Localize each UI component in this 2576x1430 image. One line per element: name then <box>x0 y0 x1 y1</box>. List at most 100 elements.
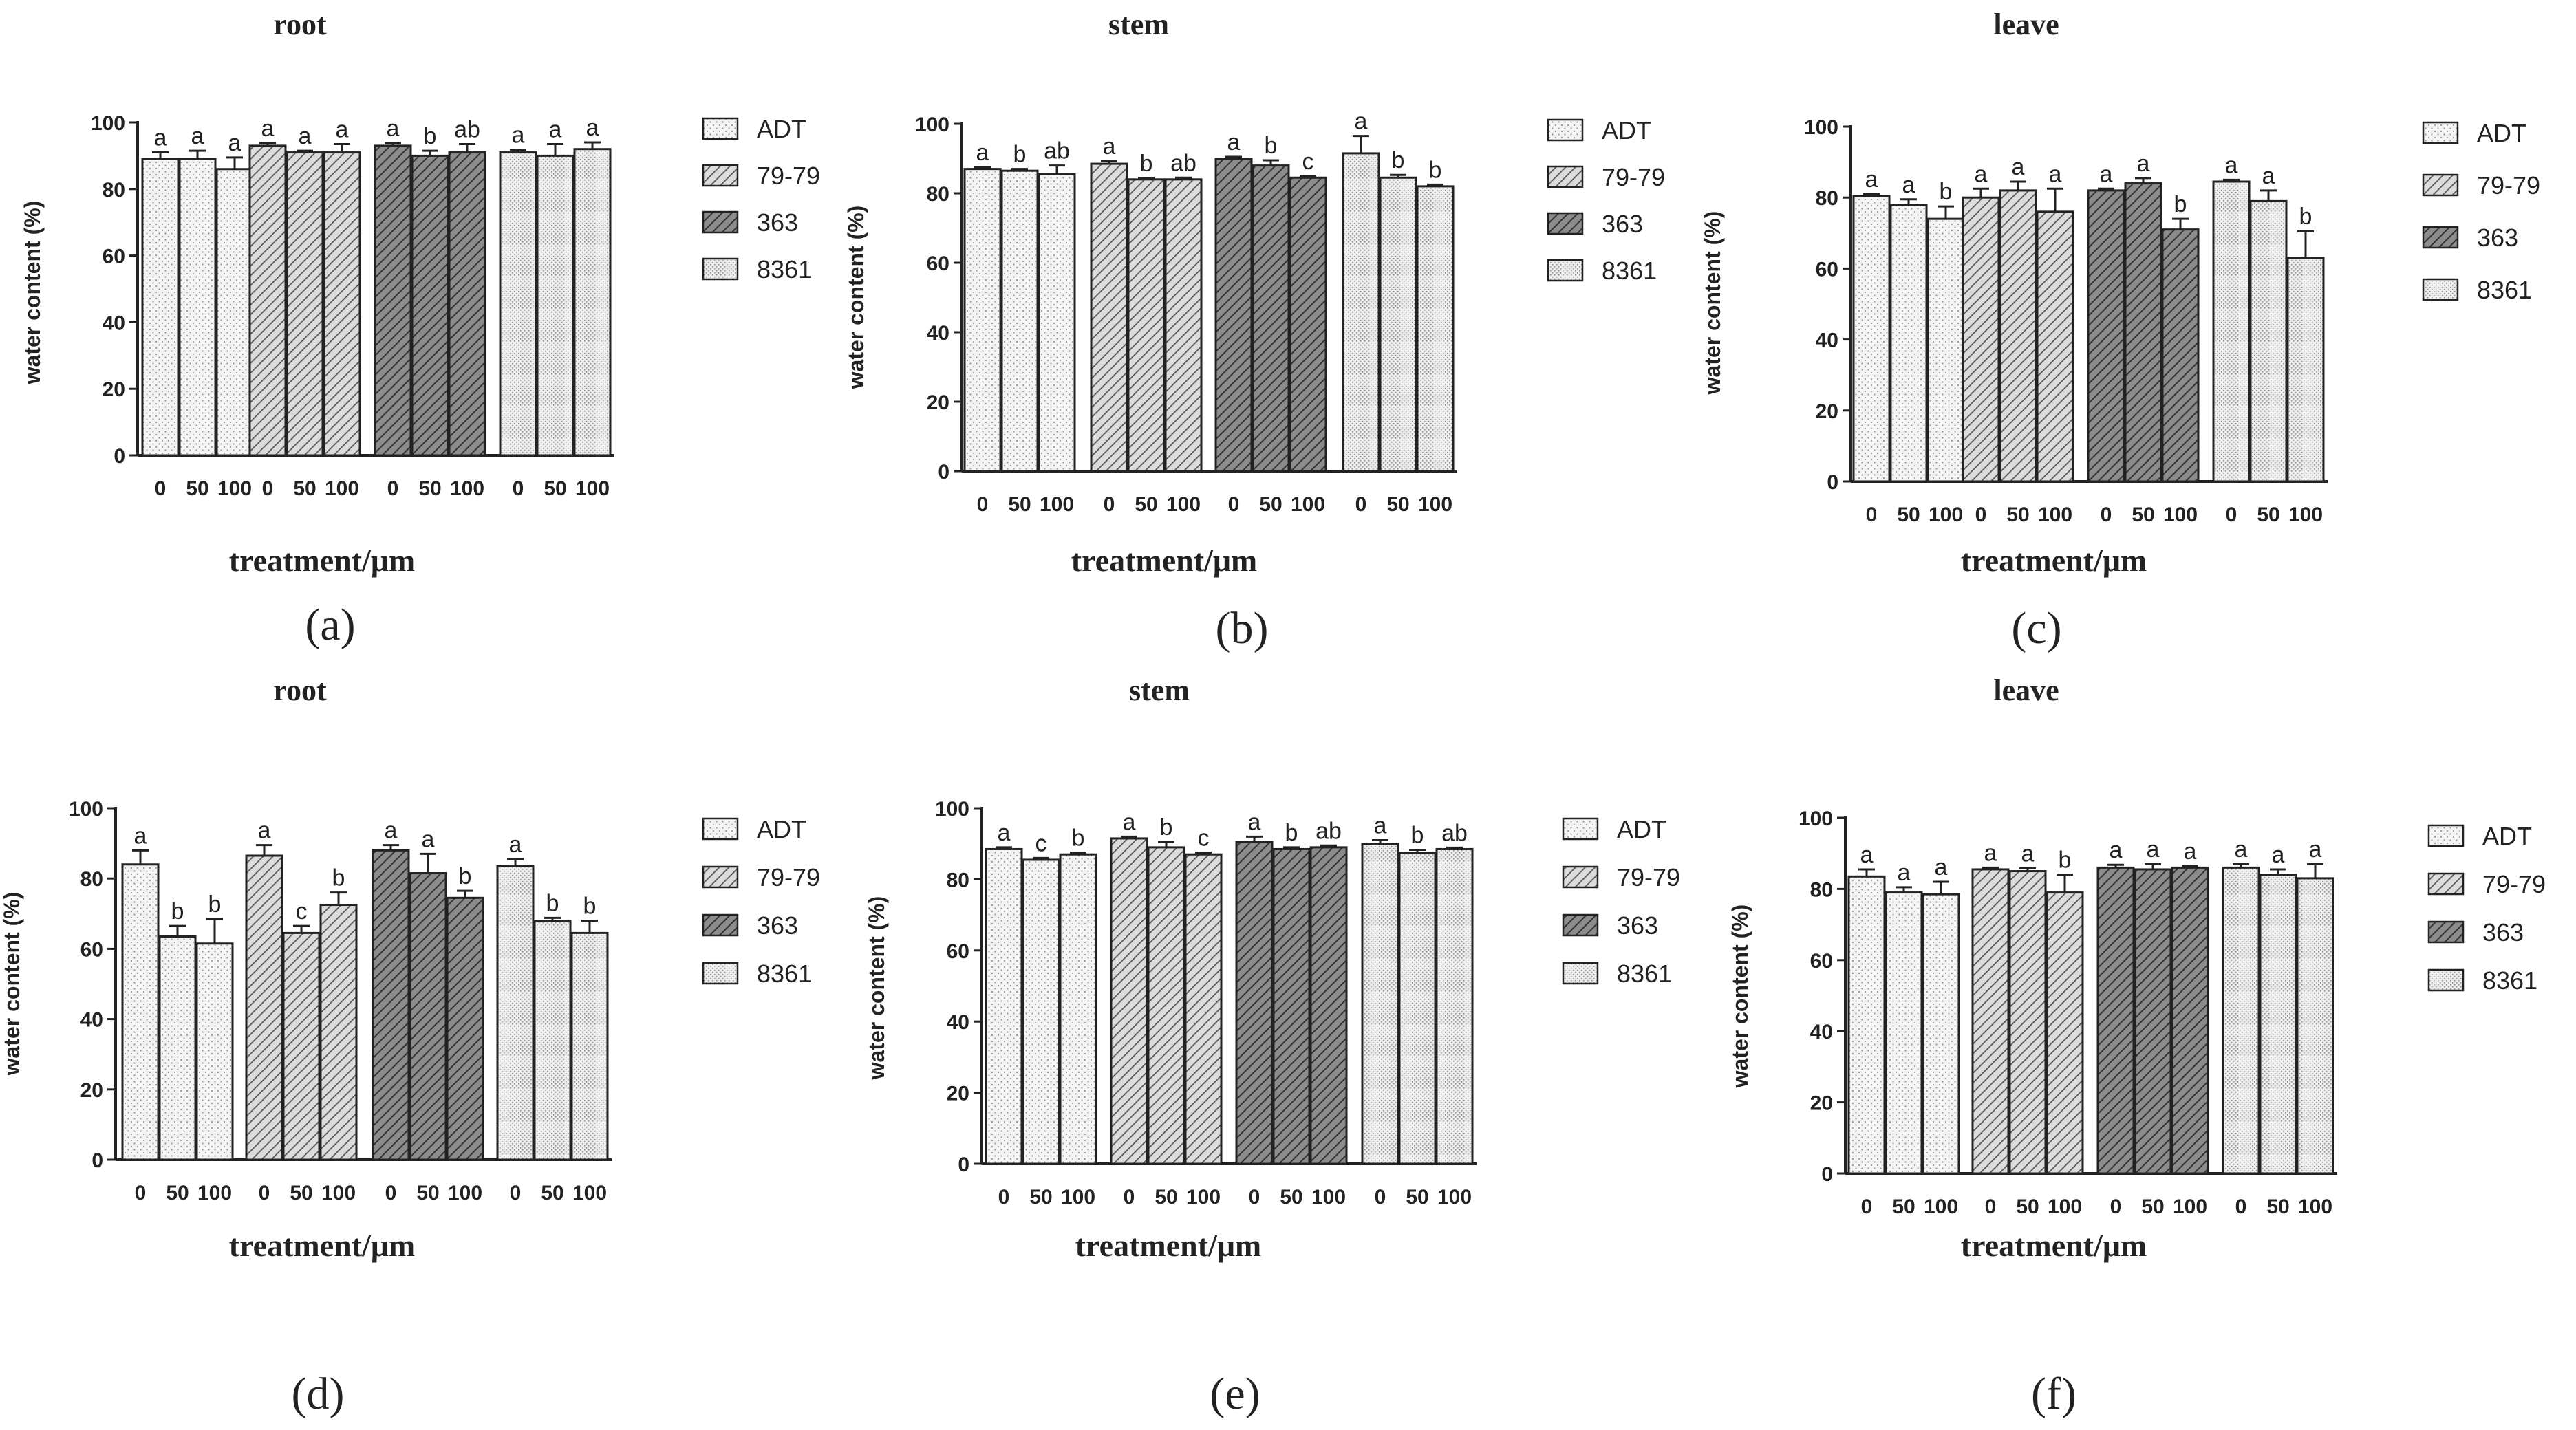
panel-letter: (b) <box>1216 603 1269 653</box>
significance-letter: a <box>1935 854 1948 880</box>
y-tick-label: 60 <box>80 938 103 961</box>
significance-letter: a <box>2235 836 2248 863</box>
x-tick-label: 0 <box>259 1182 270 1204</box>
y-tick-label: 40 <box>947 1011 969 1034</box>
significance-letter: b <box>1072 825 1085 852</box>
bar-79-79-100 <box>1184 853 1223 1165</box>
legend-label-ADT: ADT <box>1602 116 1651 144</box>
significance-letter: a <box>512 122 525 149</box>
significance-letter: a <box>2272 842 2285 868</box>
significance-letter: b <box>546 890 559 916</box>
legend-label-ADT: ADT <box>2482 822 2532 850</box>
significance-letter: b <box>1013 142 1027 168</box>
y-tick-label: 60 <box>1816 258 1838 281</box>
bar-ADT-50 <box>1889 204 1928 483</box>
y-tick-label: 40 <box>103 312 125 334</box>
legend-label-79-79: 79-79 <box>757 162 820 190</box>
x-tick-label: 100 <box>1437 1186 1472 1209</box>
y-tick-label: 100 <box>1799 808 1833 830</box>
bar-79-79-50 <box>1127 178 1166 473</box>
bar-ADT-50 <box>1885 891 1923 1175</box>
significance-letter: b <box>2174 191 2187 217</box>
x-tick-label: 0 <box>510 1182 522 1204</box>
bar-ADT-50 <box>158 935 197 1161</box>
bar-8361-50 <box>1379 176 1417 473</box>
significance-letter: a <box>154 125 167 151</box>
significance-letter: b <box>1265 133 1278 159</box>
bar-363-0 <box>372 849 410 1161</box>
chart-title: stem <box>1129 673 1190 707</box>
bar-8361-100 <box>573 148 612 457</box>
panel-4: root 0 20 40 60 80 100 water content (%) a 0 b 50 b 1… <box>0 673 820 1419</box>
legend-swatch-ADT <box>2427 824 2465 847</box>
legend-label-363: 363 <box>757 208 798 237</box>
legend-swatch-8361 <box>702 257 739 281</box>
significance-letter: a <box>2147 836 2160 863</box>
bar-79-79-50 <box>282 931 321 1161</box>
significance-letter: b <box>1160 814 1173 841</box>
bar-ADT-0 <box>985 847 1023 1165</box>
significance-letter: a <box>1248 809 1261 835</box>
panel-letter: (c) <box>2011 603 2061 653</box>
y-tick-label: 20 <box>927 391 949 414</box>
y-tick-label: 60 <box>103 246 125 268</box>
legend-label-ADT: ADT <box>757 815 806 843</box>
bar-363-100 <box>2171 866 2209 1175</box>
y-tick-label: 80 <box>1816 187 1838 210</box>
legend-swatch-363 <box>1547 212 1584 235</box>
bar-79-79-100 <box>2036 210 2074 483</box>
bar-8361-0 <box>499 151 537 457</box>
x-tick-label: 100 <box>321 1182 356 1204</box>
significance-letter: a <box>586 115 599 141</box>
x-axis-label: treatment/μm <box>229 543 415 578</box>
significance-letter: a <box>1123 809 1136 835</box>
y-tick-label: 0 <box>958 1153 969 1176</box>
x-tick-label: 100 <box>450 477 484 500</box>
legend-label-79-79: 79-79 <box>757 863 820 891</box>
bar-8361-100 <box>1416 185 1455 473</box>
legend-label-79-79: 79-79 <box>2477 171 2540 199</box>
bar-8361-0 <box>1342 152 1380 473</box>
bar-79-79-100 <box>323 151 361 457</box>
x-tick-label: 50 <box>1155 1186 1177 1209</box>
legend-label-363: 363 <box>1602 210 1643 238</box>
y-tick-label: 0 <box>92 1149 103 1172</box>
significance-letter: a <box>2184 838 2197 865</box>
x-tick-label: 50 <box>186 477 208 500</box>
y-tick-label: 20 <box>103 378 125 401</box>
y-tick-label: 40 <box>927 322 949 345</box>
y-tick-label: 0 <box>114 445 125 468</box>
y-axis-label: water content (%) <box>864 896 889 1081</box>
y-axis-label: water content (%) <box>0 892 24 1076</box>
legend-label-79-79: 79-79 <box>2482 870 2546 898</box>
panel-5: stem 0 20 40 60 80 100 water content (%) a 0 c 50 b 1… <box>864 673 1680 1419</box>
x-tick-label: 100 <box>2048 1195 2082 1218</box>
bar-79-79-0 <box>245 854 283 1161</box>
bar-ADT-50 <box>1022 858 1060 1165</box>
bar-363-50 <box>2124 182 2162 483</box>
bar-363-100 <box>446 896 484 1161</box>
significance-letter: a <box>1975 161 1988 187</box>
panel-letter: (e) <box>1210 1369 1260 1419</box>
significance-letter: a <box>191 123 204 149</box>
legend-swatch-8361 <box>1562 962 1599 985</box>
y-tick-label: 40 <box>80 1009 103 1032</box>
x-tick-label: 50 <box>541 1182 564 1204</box>
x-tick-label: 0 <box>1355 493 1367 516</box>
bar-79-79-0 <box>1110 837 1148 1165</box>
bar-363-50 <box>409 872 447 1161</box>
chart-title: stem <box>1108 8 1169 41</box>
y-tick-label: 0 <box>1827 471 1838 494</box>
legend-label-8361: 8361 <box>2477 276 2532 304</box>
x-tick-label: 0 <box>513 477 524 500</box>
legend-swatch-ADT <box>702 817 739 841</box>
y-tick-label: 80 <box>103 179 125 202</box>
bar-79-79-0 <box>1962 196 2000 483</box>
bar-8361-50 <box>536 154 575 457</box>
bar-363-100 <box>448 151 486 457</box>
x-tick-label: 100 <box>1924 1195 1958 1218</box>
legend-label-ADT: ADT <box>2477 119 2526 147</box>
significance-letter: b <box>1285 820 1298 846</box>
significance-letter: c <box>1302 149 1314 175</box>
x-tick-label: 100 <box>2298 1195 2332 1218</box>
